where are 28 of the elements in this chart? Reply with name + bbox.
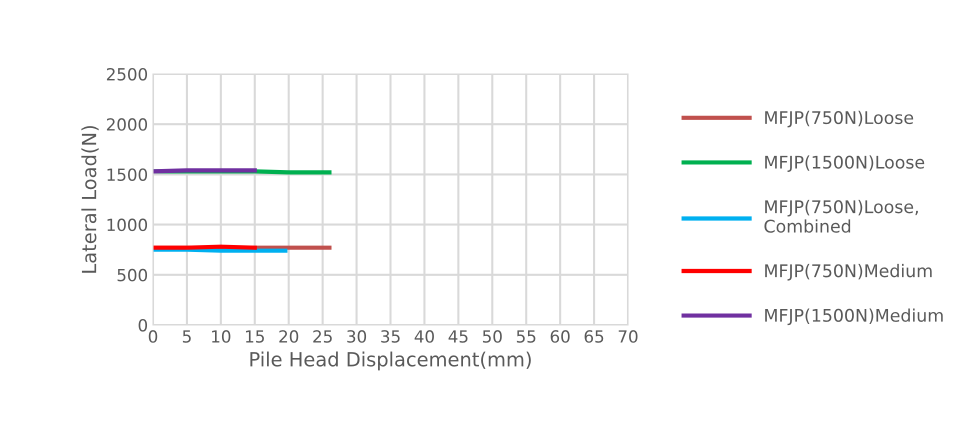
x-tick-label: 15	[246, 330, 264, 343]
legend-label: MFJP(750N)Loose, Combined	[764, 200, 918, 233]
x-tick-label: 60	[550, 330, 570, 343]
x-tick-label: 70	[618, 330, 638, 343]
x-tick-label: 35	[381, 330, 400, 343]
y-tick-label: 1000	[108, 218, 148, 232]
y-axis-title: Lateral Load(N)	[81, 126, 99, 273]
x-axis-title: Pile Head Displacement(mm)	[250, 352, 531, 370]
y-tick-label: 2500	[106, 68, 148, 81]
x-tick-label: 30	[347, 330, 366, 343]
x-tick-label: 40	[414, 330, 434, 343]
x-tick-label: 20	[279, 330, 298, 343]
x-tick-label: 25	[313, 330, 332, 343]
x-tick-label: 55	[516, 330, 536, 343]
y-tick-label: 1500	[108, 168, 148, 181]
legend-label: MFJP(1500N)Medium	[765, 308, 943, 326]
y-tick-label: 0	[138, 318, 148, 332]
x-tick-label: 65	[584, 330, 604, 343]
x-tick-label: 5	[182, 330, 191, 343]
y-tick-label: 2000	[106, 118, 148, 131]
x-tick-label: 10	[212, 330, 230, 343]
x-tick-label: 0	[148, 330, 158, 343]
legend-label: MFJP(750N)Medium	[765, 264, 932, 281]
legend-label: MFJP(750N)Loose	[765, 110, 914, 128]
y-tick-label: 500	[118, 268, 148, 282]
x-tick-label: 45	[448, 330, 468, 343]
x-tick-label: 50	[482, 330, 502, 343]
legend-label: MFJP(1500N)Loose	[765, 155, 924, 172]
